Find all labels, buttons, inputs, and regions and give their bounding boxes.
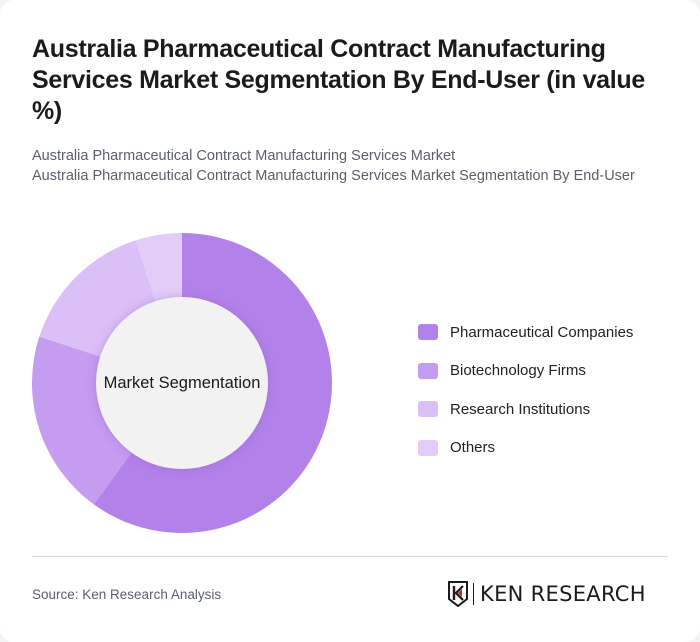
source-note: Source: Ken Research Analysis <box>32 587 222 602</box>
chart-title: Australia Pharmaceutical Contract Manufa… <box>32 35 645 125</box>
subtitle-line-1: Australia Pharmaceutical Contract Manufa… <box>32 148 456 164</box>
chart-subtitle: Australia Pharmaceutical Contract Manufa… <box>32 146 662 186</box>
legend-swatch <box>418 401 438 418</box>
legend-label: Research Institutions <box>450 400 591 418</box>
legend-swatch <box>418 324 438 341</box>
legend-label: Pharmaceutical Companies <box>450 323 634 341</box>
legend-swatch <box>418 439 438 456</box>
donut-chart <box>32 233 332 533</box>
ken-research-logo: KEN RESEARCH <box>447 580 646 608</box>
legend-item-pharmaceutical-companies[interactable]: Pharmaceutical Companies <box>418 313 633 352</box>
ken-research-shield-icon <box>448 581 468 607</box>
subtitle-line-2: Australia Pharmaceutical Contract Manufa… <box>32 168 635 184</box>
legend-swatch <box>418 362 438 379</box>
legend-item-biotechnology-firms[interactable]: Biotechnology Firms <box>418 352 633 391</box>
logo-text: KEN RESEARCH <box>480 582 646 606</box>
legend-item-research-institutions[interactable]: Research Institutions <box>418 390 633 429</box>
donut-hole <box>96 297 268 469</box>
chart-legend: Pharmaceutical Companies Biotechnology F… <box>418 313 633 467</box>
legend-label: Biotechnology Firms <box>450 362 586 380</box>
footer-divider <box>32 556 668 557</box>
legend-label: Others <box>450 439 496 457</box>
logo-separator <box>473 583 474 605</box>
legend-item-others[interactable]: Others <box>418 429 633 468</box>
